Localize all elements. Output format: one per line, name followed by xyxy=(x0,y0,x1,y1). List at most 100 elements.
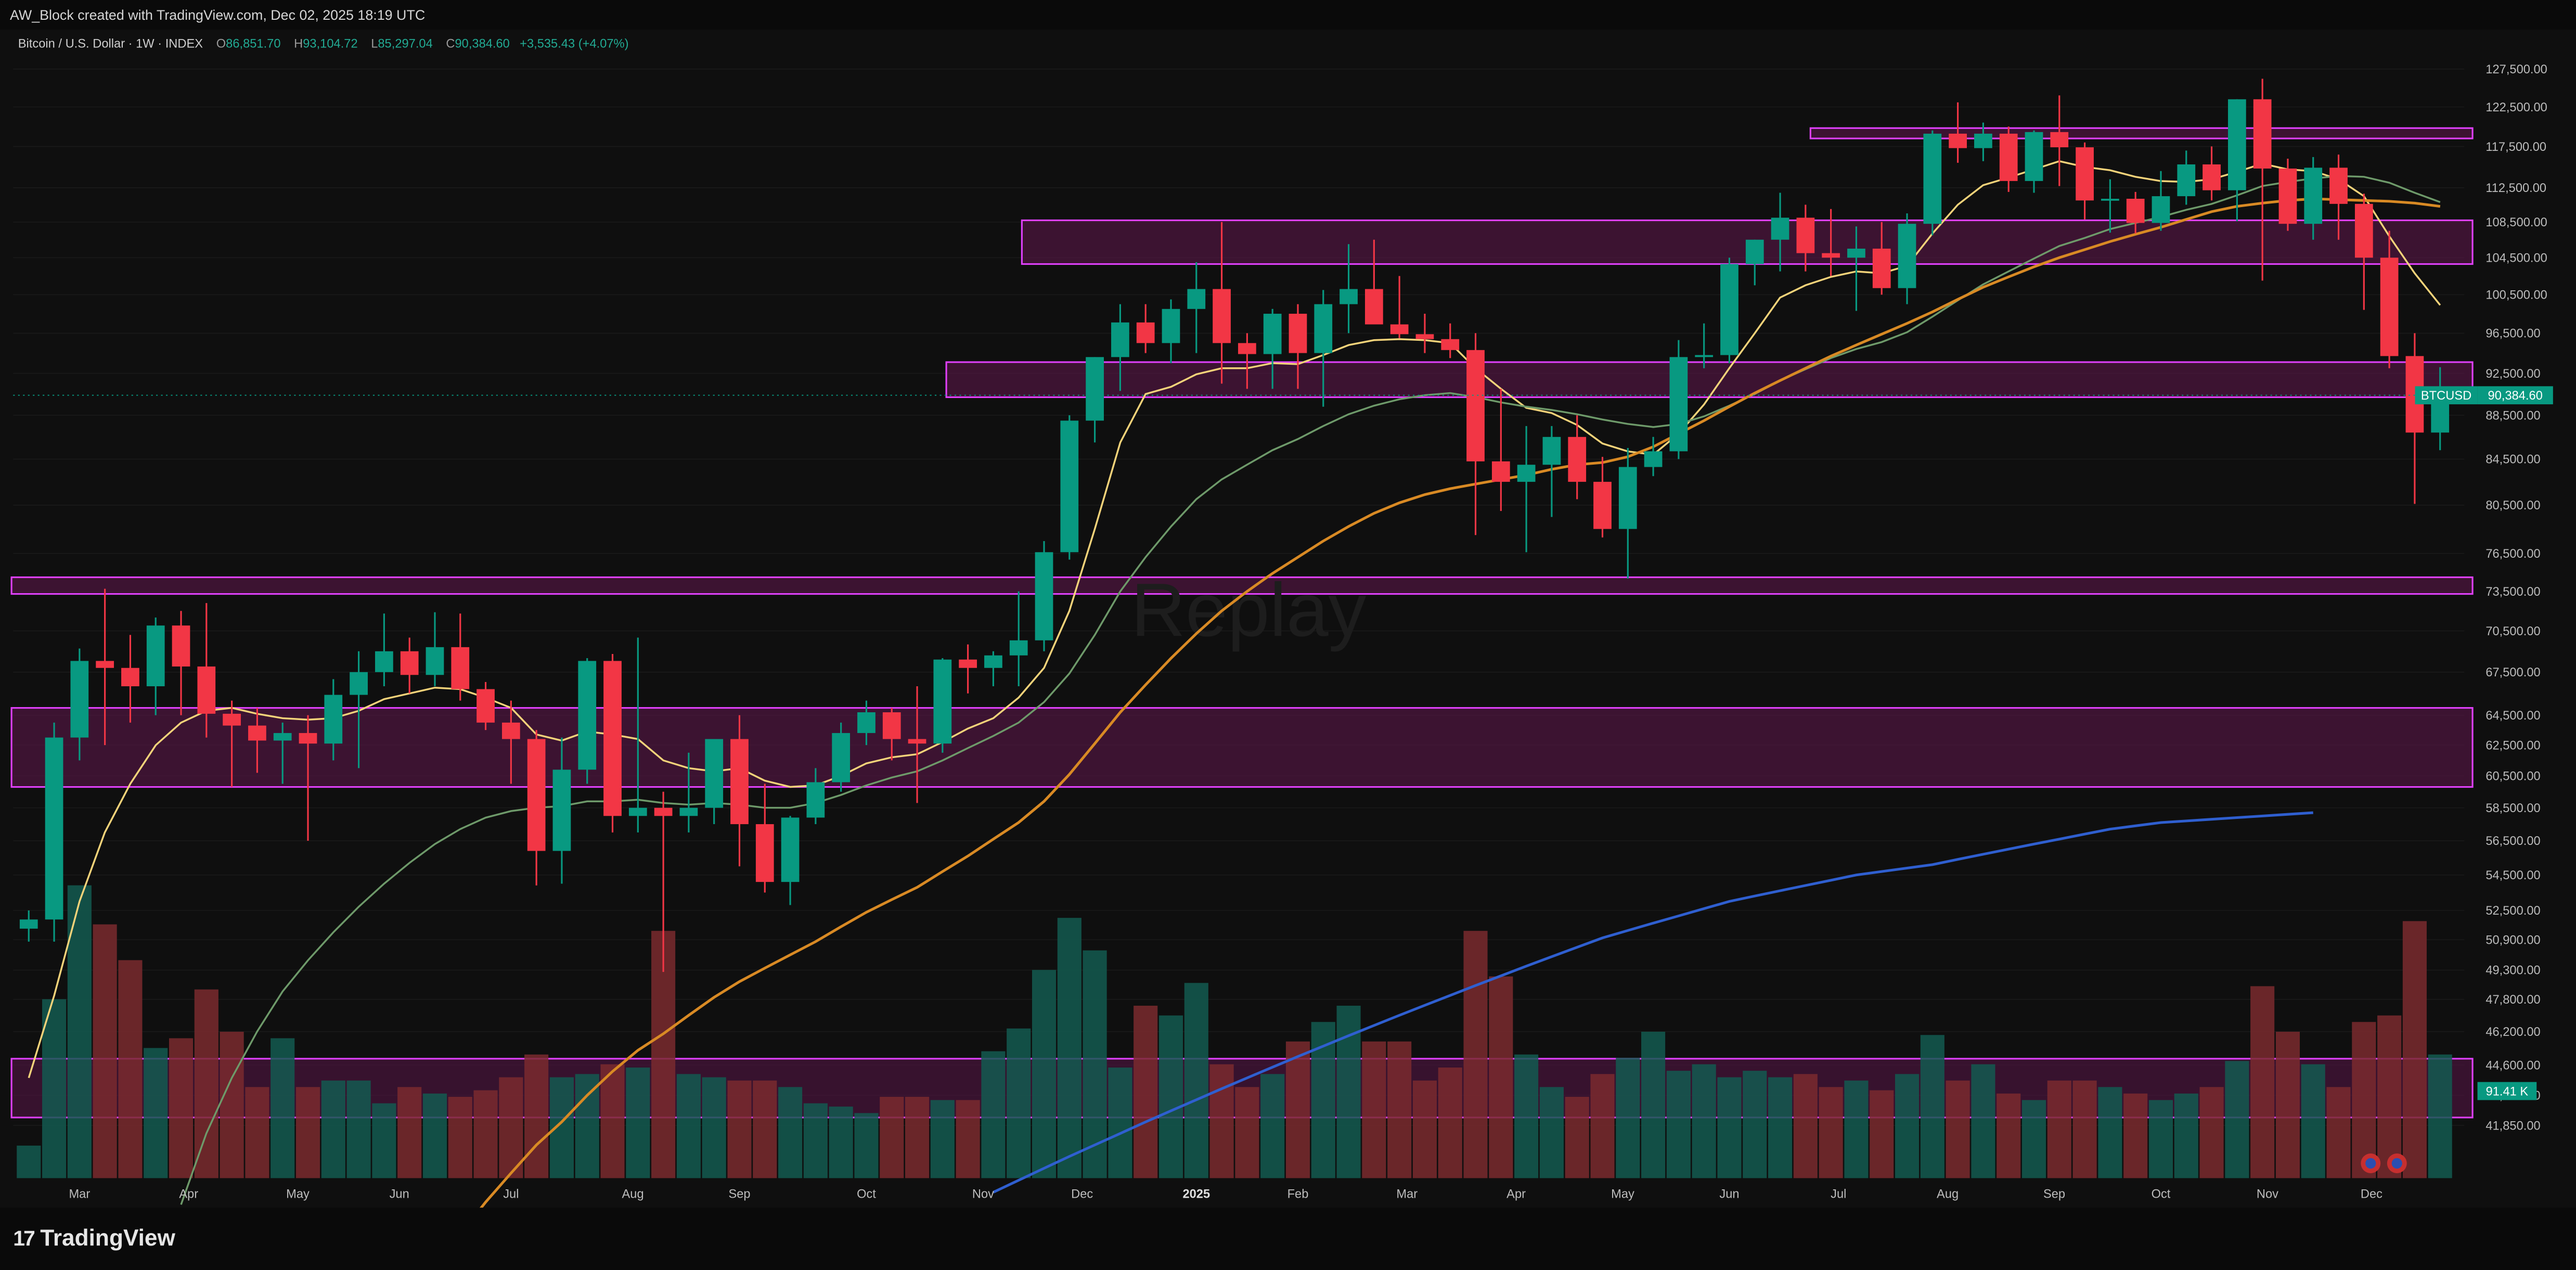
time-tick-label: Dec xyxy=(1071,1187,1093,1201)
last-price-label: 90,384.60 xyxy=(2488,389,2543,403)
volume-bar xyxy=(905,1097,930,1178)
volume-bar xyxy=(1235,1087,1259,1178)
volume-bar xyxy=(372,1103,396,1178)
candle-body xyxy=(451,647,470,689)
candle-body xyxy=(248,725,266,741)
time-tick-label: May xyxy=(286,1187,310,1201)
volume-bar xyxy=(1692,1064,1716,1178)
volume-bar xyxy=(803,1103,828,1178)
time-tick-label: Mar xyxy=(69,1187,90,1201)
volume-bar xyxy=(1666,1071,1691,1178)
time-axis[interactable]: Mar Apr May Jun Jul Aug Sep Oct Nov Dec 2025 Feb Mar… xyxy=(69,1187,2382,1201)
volume-bar xyxy=(2326,1087,2351,1178)
candle-body xyxy=(1009,640,1028,656)
time-tick-label: Sep xyxy=(2043,1187,2065,1201)
support-resistance-zone xyxy=(945,361,2474,399)
price-tick-label: 84,500.00 xyxy=(2485,453,2540,467)
candle-body xyxy=(1644,451,1663,467)
volume-bar xyxy=(473,1090,498,1178)
price-tick-label: 73,500.00 xyxy=(2485,585,2540,599)
time-tick-label: Oct xyxy=(857,1187,876,1201)
volume-bar xyxy=(930,1100,955,1178)
candle-body xyxy=(45,737,63,920)
volume-bar xyxy=(778,1087,803,1178)
candle-body xyxy=(273,733,292,741)
ticker-badge xyxy=(2415,386,2478,405)
time-tick-label: Aug xyxy=(1937,1187,1959,1201)
volume-bar xyxy=(1412,1080,1437,1178)
volume-bar xyxy=(295,1087,320,1178)
volume-bar xyxy=(1438,1067,1462,1178)
time-tick-label: Oct xyxy=(2152,1187,2171,1201)
time-tick-label: Dec xyxy=(2361,1187,2382,1201)
candle-body xyxy=(223,713,241,726)
support-resistance-zone xyxy=(10,576,2474,595)
volume-bar xyxy=(2148,1100,2173,1178)
candle-body xyxy=(1213,289,1231,343)
low-key: L xyxy=(371,36,378,51)
volume-bar xyxy=(1260,1074,1285,1178)
time-tick-label: Jul xyxy=(503,1187,519,1201)
volume-bar xyxy=(524,1054,549,1178)
candle-body xyxy=(527,739,546,851)
volume-bar xyxy=(1539,1087,1564,1178)
price-chart[interactable]: Replay 127,500.00 122,500.00 117,500.00 112… xyxy=(0,30,2576,1208)
price-tick-label: 50,900.00 xyxy=(2485,933,2540,947)
candle-body xyxy=(19,919,38,929)
candle-body xyxy=(1618,467,1637,529)
volume-bar xyxy=(626,1067,650,1178)
candle-body xyxy=(2304,168,2323,224)
volume-bar xyxy=(1793,1074,1818,1178)
price-tick-label: 100,500.00 xyxy=(2485,289,2547,302)
candle-body xyxy=(2025,132,2043,181)
volume-bar xyxy=(1108,1067,1132,1178)
volume-bar xyxy=(397,1087,422,1178)
candle-body xyxy=(781,817,800,882)
volume-bar xyxy=(144,1048,168,1178)
candle-body xyxy=(96,661,114,668)
volume-bar xyxy=(2225,1061,2249,1178)
support-resistance-zone xyxy=(10,707,2474,788)
volume-bar xyxy=(956,1100,980,1178)
open-value: 86,851.70 xyxy=(226,36,281,51)
candle-body xyxy=(908,739,926,744)
candle-body xyxy=(603,661,622,816)
price-tick-label: 64,500.00 xyxy=(2485,709,2540,723)
volume-bar xyxy=(42,999,67,1178)
volume-bar xyxy=(702,1077,726,1178)
volume-bar xyxy=(2301,1064,2325,1178)
candle-body xyxy=(806,782,825,818)
volume-bar xyxy=(880,1097,904,1178)
candle-body xyxy=(1441,339,1460,350)
time-tick-label: Aug xyxy=(622,1187,644,1201)
volume-bar xyxy=(1590,1074,1615,1178)
candle-body xyxy=(755,824,774,882)
candle-body xyxy=(1593,482,1612,529)
price-tick-label: 122,500.00 xyxy=(2485,101,2547,114)
volume-bar xyxy=(575,1074,599,1178)
volume-bar xyxy=(245,1087,269,1178)
volume-bar xyxy=(194,989,218,1178)
volume-bar xyxy=(2021,1100,2046,1178)
candle-body xyxy=(1568,437,1587,482)
price-tick-label: 127,500.00 xyxy=(2485,63,2547,76)
volume-badge xyxy=(2477,1082,2537,1100)
event-icons[interactable] xyxy=(2361,1153,2407,1173)
candle-body xyxy=(172,625,190,667)
price-tick-label: 47,800.00 xyxy=(2485,993,2540,1007)
volume-bar xyxy=(2098,1087,2122,1178)
volume-bar xyxy=(2402,921,2427,1178)
price-tick-label: 76,500.00 xyxy=(2485,547,2540,561)
time-tick-label: Jun xyxy=(390,1187,409,1201)
candle-body xyxy=(1923,133,1942,224)
candle-body xyxy=(1542,437,1561,465)
candle-body xyxy=(2253,99,2272,169)
us-flag-event-icon-inner xyxy=(2391,1158,2402,1169)
price-axis[interactable]: 127,500.00 122,500.00 117,500.00 112,500.00… xyxy=(2485,63,2547,1133)
close-key: C xyxy=(446,36,455,51)
tradingview-brand[interactable]: 17 TradingView xyxy=(13,1224,175,1251)
candle-body xyxy=(552,769,571,851)
volume-bar xyxy=(448,1097,472,1178)
close-value: 90,384.60 xyxy=(455,36,510,51)
price-tick-label: 54,500.00 xyxy=(2485,869,2540,882)
